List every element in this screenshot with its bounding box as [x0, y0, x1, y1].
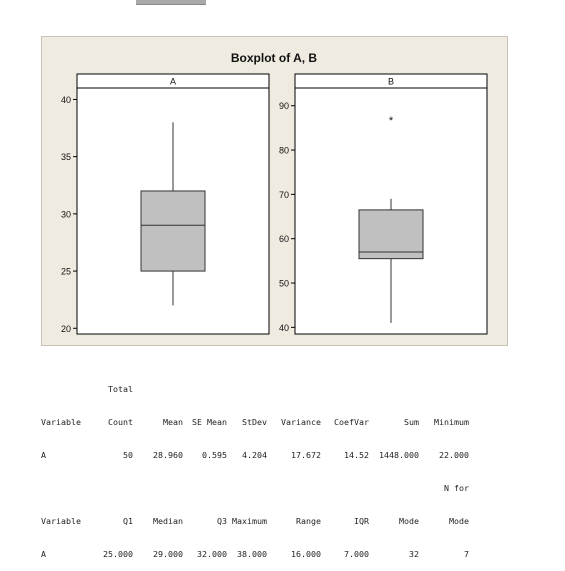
y-tick-label: 40 [61, 95, 71, 105]
stats-value-cell: 16.000 [291, 549, 321, 559]
stats-header-cell: Maximum [232, 516, 267, 526]
stats-header-cell [133, 483, 183, 494]
descriptive-stats-table: Total Variable Count Mean SE Mean StDev Varia… [41, 362, 469, 571]
stats-value-cell: 32.000 [197, 549, 227, 559]
stats-row1-top: Total [41, 384, 469, 395]
stats-value-cell: 0.595 [202, 450, 227, 460]
y-tick-label: 70 [279, 190, 289, 200]
y-tick-label: 60 [279, 234, 289, 244]
stats-value-cell: A [41, 450, 46, 460]
stats-header-cell: Minimum [434, 417, 469, 427]
stats-row1-values: A 50 28.960 0.595 4.204 17.672 14.52 1448.000 22… [41, 450, 469, 461]
stats-header-cell [321, 483, 369, 494]
stats-header-cell: Variable [41, 417, 81, 427]
stats-value-cell: 28.960 [153, 450, 183, 460]
stats-row2-top: N for [41, 483, 469, 494]
stats-value-cell: 38.000 [237, 549, 267, 559]
stats-row2-values: A 25.000 29.000 32.000 38.000 16.000 7.000 32 7 [41, 549, 469, 560]
boxplot-chart: Boxplot of A, B A 20 25 30 35 40 B 40 50 60 70 80 90… [61, 51, 488, 335]
y-tick-label: 40 [279, 323, 289, 333]
panel-header [294, 73, 488, 89]
stats-header-cell [227, 384, 267, 395]
y-tick-label: 30 [61, 209, 71, 219]
stats-header-cell: Q3 [217, 516, 227, 526]
stats-header-cell [369, 384, 419, 395]
stats-header-cell [419, 384, 469, 395]
stats-value-cell: 32 [409, 549, 419, 559]
stats-header-cell: Variance [281, 417, 321, 427]
stats-header-cell [133, 384, 183, 395]
y-tick-label: 80 [279, 146, 289, 156]
stats-header-cell: Mode [449, 516, 469, 526]
stats-header-cell: Variable [41, 516, 81, 526]
stats-header-cell: Mode [399, 516, 419, 526]
outlier-marker: * [389, 115, 394, 127]
stats-header-cell: Count [108, 417, 133, 427]
stats-header-cell [99, 483, 133, 494]
stats-value-cell: 50 [123, 450, 133, 460]
panel-label: B [388, 77, 394, 87]
stats-header-cell [267, 483, 321, 494]
iqr-box [358, 209, 424, 260]
stats-value-cell: 4.204 [242, 450, 267, 460]
stats-header-cell [41, 384, 99, 395]
chart-title: Boxplot of A, B [231, 51, 318, 65]
panel-header [76, 73, 270, 89]
stats-header-cell [267, 384, 321, 395]
stats-header-cell [227, 483, 267, 494]
stats-value-cell: 7 [464, 549, 469, 559]
panel-a: A 20 25 30 35 40 [61, 73, 270, 335]
window-tab [136, 0, 206, 5]
stats-header-cell: N for [444, 483, 469, 493]
stats-header-cell: IQR [354, 516, 369, 526]
panel-b: B 40 50 60 70 80 90 * [279, 73, 488, 335]
stats-header-cell: Median [153, 516, 183, 526]
stats-header-cell: CoefVar [334, 417, 369, 427]
y-tick-label: 35 [61, 152, 71, 162]
stats-header-cell [369, 483, 419, 494]
y-tick-label: 25 [61, 267, 71, 277]
stats-value-cell: 17.672 [291, 450, 321, 460]
stats-value-cell: 29.000 [153, 549, 183, 559]
y-tick-label: 50 [279, 279, 289, 289]
stats-value-cell: 25.000 [103, 549, 133, 559]
stats-value-cell: A [41, 549, 46, 559]
stats-row1-headers: Variable Count Mean SE Mean StDev Variance Coe… [41, 417, 469, 428]
stats-header-cell: Total [108, 384, 133, 394]
stats-value-cell: 14.52 [344, 450, 369, 460]
y-tick-label: 20 [61, 324, 71, 334]
stats-header-cell: Q1 [123, 516, 133, 526]
stats-header-cell [183, 384, 227, 395]
stats-value-cell: 7.000 [344, 549, 369, 559]
stats-header-cell [321, 384, 369, 395]
stats-header-cell: SE Mean [192, 417, 227, 427]
panel-label: A [170, 77, 176, 87]
panels: A 20 25 30 35 40 B 40 50 60 70 80 90 * [61, 73, 488, 335]
stats-value-cell: 22.000 [439, 450, 469, 460]
stats-row2-headers: Variable Q1 Median Q3 Maximum Range IQR Mode Mod… [41, 516, 469, 527]
stats-header-cell: Range [296, 516, 321, 526]
stats-header-cell [41, 483, 99, 494]
stats-header-cell [183, 483, 227, 494]
y-tick-label: 90 [279, 101, 289, 111]
stats-header-cell: StDev [242, 417, 267, 427]
iqr-box [140, 190, 206, 272]
stats-value-cell: 1448.000 [379, 450, 419, 460]
stats-header-cell: Mean [163, 417, 183, 427]
stats-header-cell: Sum [404, 417, 419, 427]
